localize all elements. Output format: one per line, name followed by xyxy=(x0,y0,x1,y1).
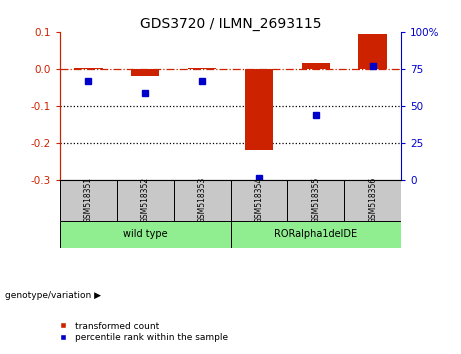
Bar xyxy=(245,69,273,150)
Text: GSM518355: GSM518355 xyxy=(311,177,320,223)
Bar xyxy=(74,68,102,69)
Text: GSM518351: GSM518351 xyxy=(84,177,93,223)
Text: GSM518353: GSM518353 xyxy=(198,177,207,223)
Bar xyxy=(117,180,174,221)
Text: RORalpha1delDE: RORalpha1delDE xyxy=(274,229,357,240)
Bar xyxy=(131,69,160,76)
Bar xyxy=(358,34,387,69)
Bar xyxy=(287,180,344,221)
Legend: transformed count, percentile rank within the sample: transformed count, percentile rank withi… xyxy=(51,318,232,346)
Bar xyxy=(60,180,117,221)
Text: GSM518356: GSM518356 xyxy=(368,177,377,223)
Text: GSM518354: GSM518354 xyxy=(254,177,263,223)
Bar xyxy=(344,180,401,221)
Title: GDS3720 / ILMN_2693115: GDS3720 / ILMN_2693115 xyxy=(140,17,321,31)
Bar xyxy=(188,68,216,69)
Text: genotype/variation ▶: genotype/variation ▶ xyxy=(5,291,100,300)
Bar xyxy=(174,180,230,221)
Bar xyxy=(230,180,287,221)
Bar xyxy=(60,221,230,248)
Bar xyxy=(230,221,401,248)
Text: GSM518352: GSM518352 xyxy=(141,177,150,223)
Bar xyxy=(301,63,330,69)
Text: wild type: wild type xyxy=(123,229,167,240)
